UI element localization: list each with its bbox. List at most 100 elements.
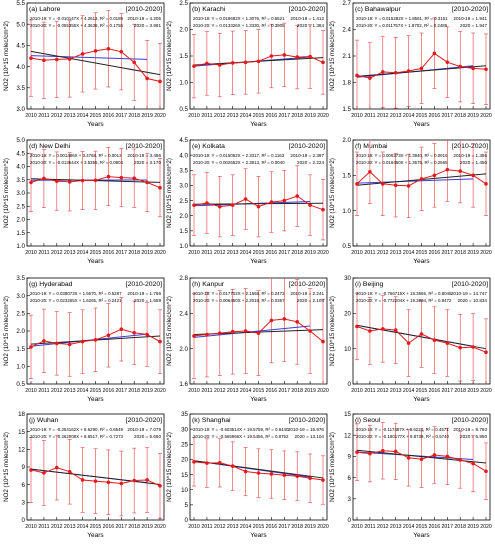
x-tick-label: 2011 xyxy=(38,113,49,119)
y-axis-label: NO2 (10^15 molec/cm^2) xyxy=(329,21,336,91)
y-tick-label: 3.5 xyxy=(16,177,25,184)
y-tick-label: 12 xyxy=(344,432,351,439)
x-tick-label: 2013 xyxy=(390,113,402,119)
x-tick-label: 2013 xyxy=(227,250,239,256)
y-tick-label: 18 xyxy=(18,411,25,418)
x-tick-label: 2011 xyxy=(201,388,212,394)
x-tick-label: 2020 xyxy=(480,388,492,394)
trend-line-2010-20 xyxy=(193,460,324,479)
data-point xyxy=(205,461,209,465)
x-tick-label: 2011 xyxy=(364,388,375,394)
data-point xyxy=(406,341,411,345)
data-point xyxy=(42,58,46,63)
data-point xyxy=(80,339,85,344)
x-tick-label: 2020 xyxy=(317,250,329,256)
x-axis-label: Years xyxy=(413,258,430,265)
panel-title: (e) Kolkata xyxy=(192,143,225,150)
x-tick-label: 2017 xyxy=(279,250,291,256)
panel-period: [2010-2020] xyxy=(126,6,162,13)
x-tick-label: 2011 xyxy=(364,250,375,256)
x-tick-label: 2020 xyxy=(154,113,166,119)
x-tick-label: 2016 xyxy=(266,388,278,394)
y-tick-label: 2.0 xyxy=(179,213,188,220)
x-tick-label: 2017 xyxy=(116,524,128,530)
panel-title: (i) Beijing xyxy=(355,281,384,288)
y-tick-label: 4.0 xyxy=(16,64,25,71)
trend-line-2010-20 xyxy=(30,468,161,485)
panel-title: (f) Mumbai xyxy=(355,143,388,150)
data-point xyxy=(295,320,300,324)
x-tick-label: 2012 xyxy=(214,524,226,530)
y-tick-label: 1.0 xyxy=(16,364,25,371)
y-tick-label: 3.0 xyxy=(16,106,25,113)
x-tick-label: 2011 xyxy=(201,113,212,119)
x-tick-label: 2013 xyxy=(64,524,76,530)
y-axis-label: NO2 (10^15 molec/cm^2) xyxy=(3,21,10,91)
y-tick-label: 1.0 xyxy=(179,80,188,87)
chart-panel: 0.5 1.0 1.5 2.0 2010 2011 2012 2013 2014 2015 2016… xyxy=(329,137,492,265)
data-point xyxy=(432,453,437,457)
data-point xyxy=(355,182,359,186)
x-tick-label: 2020 xyxy=(317,388,329,394)
panel-period: [2010-2020] xyxy=(126,281,162,288)
x-tick-label: 2019 xyxy=(304,113,316,119)
data-point xyxy=(471,345,475,349)
x-tick-label: 2013 xyxy=(227,524,239,530)
x-tick-label: 2011 xyxy=(201,524,212,530)
y-tick-label: 9 xyxy=(348,454,352,461)
data-point xyxy=(106,480,111,485)
trend-line-2010-19 xyxy=(356,178,474,184)
y-tick-label: 12 xyxy=(18,447,25,454)
x-tick-label: 2018 xyxy=(128,524,140,530)
equation-2010-19: 2010-19: Y = -0.254162X + 8.6290, R² = 0… xyxy=(30,427,124,432)
y-tick-label: 1.6 xyxy=(179,381,188,388)
x-tick-label: 2019 xyxy=(141,524,153,530)
x-tick-label: 2011 xyxy=(201,250,212,256)
equation-2010-19: 2010-19: Y = -0.010147X + 4.2613, R² = 0… xyxy=(30,16,124,21)
data-point xyxy=(218,63,222,67)
x-tick-label: 2013 xyxy=(390,388,402,394)
x-tick-label: 2015 xyxy=(416,388,428,394)
y-tick-label: 1.5 xyxy=(342,173,351,180)
panel-period: [2010-2020] xyxy=(126,143,162,150)
value-2020: 2020 = 13.104 xyxy=(294,434,324,439)
x-axis-label: Years xyxy=(87,532,104,539)
plot-area xyxy=(192,437,325,505)
x-tick-label: 2013 xyxy=(227,113,239,119)
y-tick-label: 1.5 xyxy=(342,106,351,113)
equation-2010-20: 2010-20: Y = -0.055355X + 4.3638, R² = 0… xyxy=(30,23,124,28)
data-point xyxy=(381,448,385,453)
x-tick-label: 2010 xyxy=(188,388,200,394)
data-point xyxy=(308,329,312,333)
y-tick-label: 1.0 xyxy=(16,243,25,250)
data-point xyxy=(406,69,411,73)
data-point xyxy=(471,66,475,71)
y-tick-label: 2.0 xyxy=(16,328,25,335)
x-tick-label: 2014 xyxy=(77,250,89,256)
data-point xyxy=(158,339,162,344)
panel-period: [2010-2020] xyxy=(289,417,325,424)
y-tick-label: 20 xyxy=(344,311,351,318)
data-point xyxy=(269,200,274,204)
data-point xyxy=(393,449,398,454)
data-point xyxy=(269,54,274,58)
x-axis-label: Years xyxy=(87,396,104,403)
data-point xyxy=(393,328,398,332)
data-point xyxy=(256,204,261,209)
x-tick-label: 2010 xyxy=(188,250,200,256)
x-tick-label: 2016 xyxy=(429,388,441,394)
trend-line-2010-19 xyxy=(30,55,148,60)
data-point xyxy=(393,183,398,188)
value-2020: 2020 = 2.224 xyxy=(297,160,324,165)
data-point xyxy=(445,60,450,64)
y-tick-label: 3.0 xyxy=(16,190,25,197)
data-point xyxy=(93,338,98,342)
x-tick-label: 2016 xyxy=(103,388,115,394)
data-point xyxy=(256,331,261,335)
data-point xyxy=(55,341,59,346)
y-tick-label: 15 xyxy=(181,472,188,479)
y-tick-label: 5.0 xyxy=(16,137,25,144)
x-tick-label: 2016 xyxy=(266,250,278,256)
